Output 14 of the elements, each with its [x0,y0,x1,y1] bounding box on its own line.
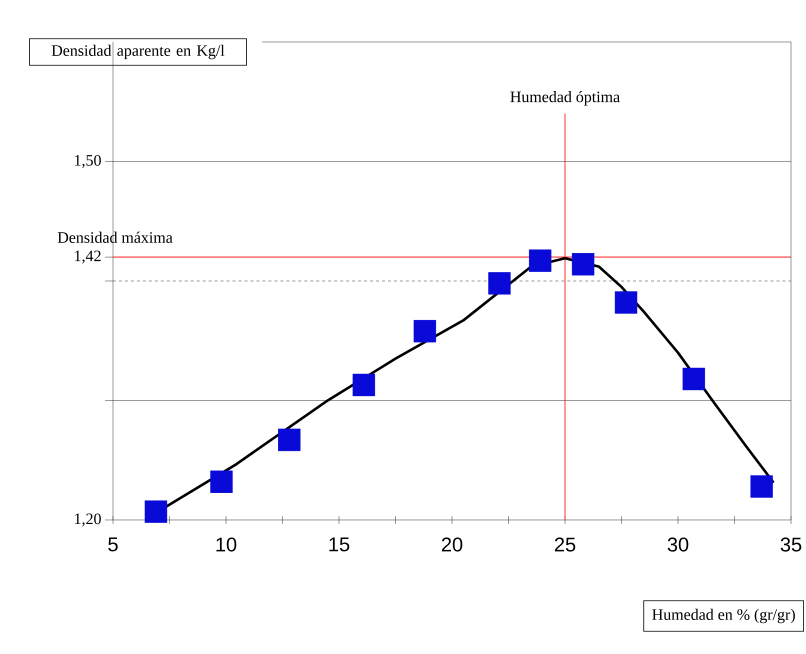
x-axis-title: Humedad en % (gr/gr) [652,608,795,624]
x-tick-label: 20 [442,538,462,552]
ref-line-label: Densidad máxima [58,232,173,243]
y-tick-label: 1,20 [75,513,101,527]
y-tick-label: 1,42 [75,250,101,264]
y-tick-label: 1,50 [75,154,101,168]
x-tick-label: 30 [668,538,688,552]
x-tick-label: 25 [554,538,576,552]
ref-line-label: Humedad óptima [510,91,620,106]
y-axis-title: Densidad aparente en Kg/l [52,44,224,60]
x-tick-label: 35 [780,538,802,552]
x-tick-label: 5 [108,538,118,552]
x-tick-label: 15 [329,538,350,552]
x-tick-label: 10 [216,538,236,552]
